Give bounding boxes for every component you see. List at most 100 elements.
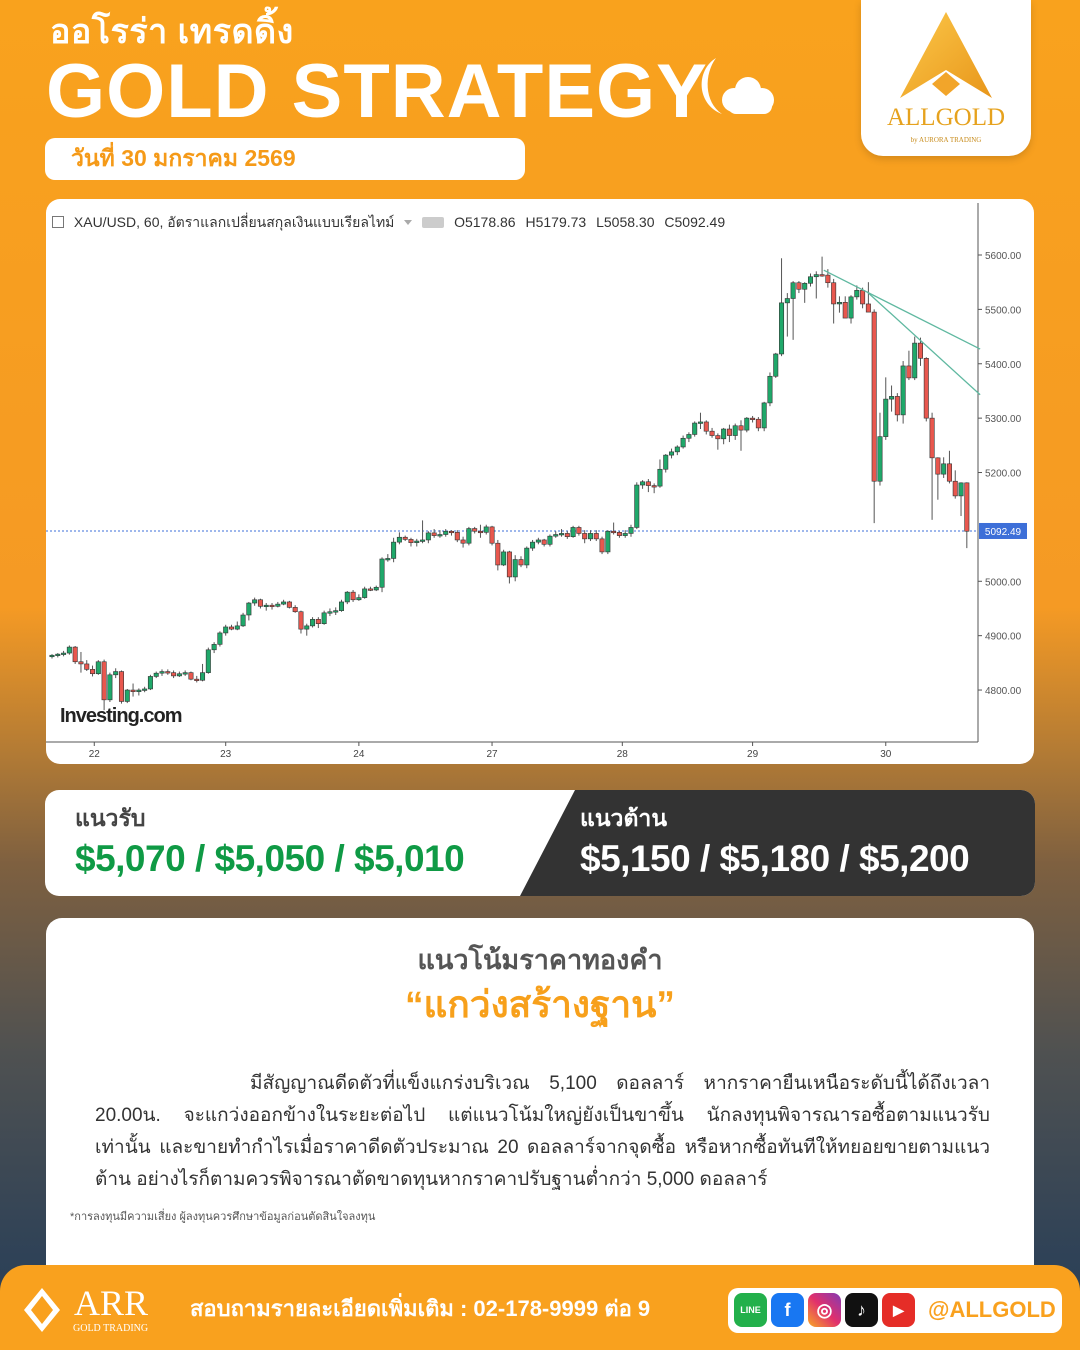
candle-body (298, 611, 304, 630)
candle (188, 671, 194, 681)
candle-body (333, 610, 339, 613)
candle-body (726, 428, 732, 436)
candle-body (338, 601, 344, 611)
candle-body (84, 663, 90, 670)
candle-body (825, 274, 831, 284)
x-tick-label: 30 (880, 749, 892, 760)
candle (240, 612, 246, 627)
candle-body (460, 539, 466, 544)
candle (286, 600, 292, 609)
candle-body (773, 353, 779, 377)
candle-body (848, 296, 854, 319)
settings-icon[interactable] (422, 217, 445, 228)
candle-body (55, 653, 61, 656)
candle-body (807, 276, 813, 284)
candle-body (674, 446, 680, 453)
line-icon[interactable]: LINE (734, 1293, 767, 1327)
candle-body (790, 282, 796, 299)
candle (518, 556, 524, 568)
candle-body (223, 626, 229, 634)
candle-body (367, 588, 373, 591)
candle (640, 480, 646, 489)
arr-diamond-icon (24, 1288, 60, 1332)
date-label: วันที่ 30 มกราคม 2569 (45, 138, 525, 180)
candle (95, 660, 101, 675)
candle-body (356, 597, 362, 601)
candle-body (796, 282, 802, 290)
candle-body (385, 558, 391, 561)
candle-body (761, 402, 767, 429)
candle (761, 401, 767, 432)
candle-body (836, 302, 842, 305)
candle-body (530, 541, 536, 549)
candle (449, 530, 455, 536)
candle-body (495, 542, 501, 566)
candle-body (49, 654, 55, 658)
candle-body (669, 451, 675, 456)
candle (871, 309, 877, 524)
candle-body (246, 602, 252, 616)
candle (501, 549, 507, 567)
candle-body (211, 644, 217, 651)
candle-body (101, 661, 107, 701)
candle-body (524, 547, 530, 566)
candle-body (819, 274, 825, 277)
candle-body (275, 603, 281, 607)
social-handle[interactable]: @ALLGOLD (928, 1297, 1056, 1322)
candle (767, 372, 773, 407)
candle-body (512, 559, 518, 578)
candle-body (564, 533, 570, 537)
dropdown-icon[interactable] (404, 220, 413, 225)
candle (564, 531, 570, 539)
candle (877, 412, 883, 486)
candle-body (535, 539, 541, 543)
candle (333, 607, 339, 615)
candle (136, 688, 142, 696)
candle-body (587, 533, 593, 540)
candle (530, 539, 536, 551)
candle-body (686, 434, 692, 439)
candle-body (118, 671, 124, 702)
collapse-icon[interactable] (52, 216, 64, 228)
y-tick-label: 4900.00 (985, 632, 1022, 643)
candle-body (420, 539, 426, 542)
candle-body (755, 418, 761, 429)
candle (842, 296, 848, 319)
candle-body (257, 599, 263, 607)
candle-body (929, 417, 935, 459)
candle-body (443, 530, 449, 535)
allgold-triangle-icon (900, 12, 992, 98)
candle (310, 617, 316, 628)
instagram-icon[interactable]: ◎ (808, 1293, 841, 1327)
candle-body (917, 342, 923, 359)
tiktok-icon[interactable]: ♪ (845, 1293, 878, 1327)
candle-body (645, 481, 651, 486)
x-tick-label: 29 (747, 749, 759, 760)
candle-body (779, 302, 785, 355)
candle-body (205, 649, 211, 673)
candle-body (483, 526, 489, 533)
youtube-icon[interactable]: ▶ (882, 1293, 915, 1327)
candle-body (194, 678, 200, 681)
candle-body (877, 436, 883, 482)
candle (686, 432, 692, 443)
candle (917, 337, 923, 366)
candle-body (570, 527, 576, 537)
candle-body (107, 674, 113, 701)
candle (512, 555, 518, 582)
page-title: GOLD STRATEGY (46, 49, 708, 134)
candle (559, 529, 565, 537)
resistance-label: แนวต้าน (580, 805, 668, 831)
candle-body (958, 482, 964, 497)
candle-body (176, 673, 182, 677)
close-value: C5092.49 (664, 214, 726, 230)
candle-body (593, 533, 599, 540)
candle-body (153, 672, 159, 677)
candle (605, 530, 611, 555)
candle-body (889, 396, 895, 400)
candle-body (78, 661, 84, 665)
facebook-icon[interactable]: f (771, 1293, 804, 1327)
candle-body (182, 672, 188, 675)
candle (952, 470, 958, 499)
candle-body (501, 551, 507, 566)
